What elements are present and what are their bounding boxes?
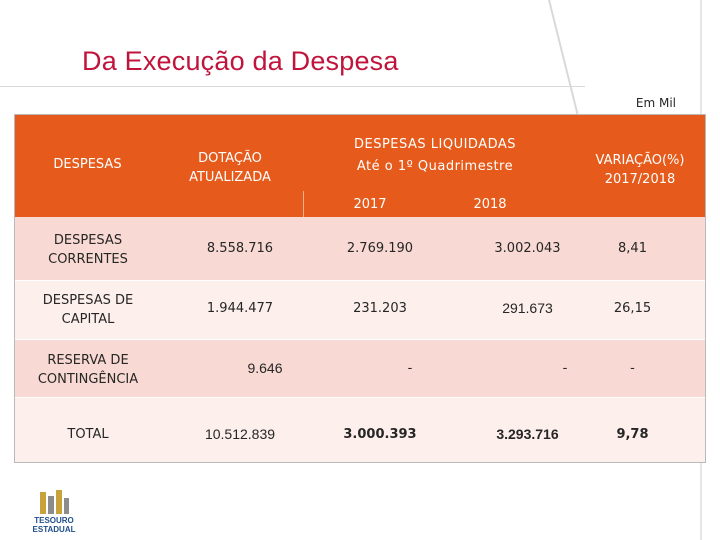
cell-dotacao: 10.512.839	[204, 426, 276, 442]
logo-text-line1: TESOURO	[34, 516, 74, 525]
title-underline	[0, 86, 585, 87]
cell-variacao: -	[630, 361, 635, 376]
cell-2018: 3.002.043	[494, 241, 561, 256]
cell-2017: 2.769.190	[346, 241, 414, 256]
table-row: DESPESAS CORRENTES 8.558.716 2.769.190 3…	[15, 217, 705, 280]
cell-dotacao: 9.646	[247, 360, 283, 376]
row-label-line1: DESPESAS	[53, 233, 123, 248]
cell-variacao: 8,41	[618, 241, 647, 256]
cell-2017: 231.203	[353, 301, 407, 316]
cell-2017: 3.000.393	[343, 427, 417, 442]
table-header: DESPESAS DOTAÇÃO ATUALIZADA DESPESAS LIQ…	[15, 115, 705, 217]
header-year-2017: 2017	[353, 197, 387, 212]
header-year-2018: 2018	[473, 197, 507, 212]
unit-label: Em Mil	[635, 96, 676, 110]
header-despesas: DESPESAS	[53, 157, 122, 172]
row-label-line1: DESPESAS DE	[42, 293, 134, 308]
row-label: DESPESAS CORRENTES	[19, 231, 157, 269]
table-row: RESERVA DE CONTINGÊNCIA 9.646 - - -	[15, 340, 705, 397]
row-divider	[15, 339, 705, 340]
row-label-line1: TOTAL	[67, 427, 109, 442]
table-row: DESPESAS DE CAPITAL 1.944.477 231.203 29…	[15, 281, 705, 339]
header-liquidadas-line1: DESPESAS LIQUIDADAS	[353, 137, 517, 152]
row-divider	[15, 280, 705, 281]
header-variacao-line2: 2017/2018	[604, 172, 676, 187]
header-divider	[303, 191, 304, 217]
row-label: TOTAL	[19, 425, 157, 444]
row-label-line2: CORRENTES	[48, 252, 128, 267]
cell-variacao: 26,15	[613, 301, 652, 316]
row-label-line2: CAPITAL	[61, 312, 115, 327]
row-label-line1: RESERVA DE	[47, 353, 129, 368]
row-label: DESPESAS DE CAPITAL	[19, 291, 157, 329]
header-variacao: VARIAÇÃO(%) 2017/2018	[575, 151, 705, 189]
header-dotacao: DOTAÇÃO ATUALIZADA	[165, 149, 295, 187]
logo-text-line2: ESTADUAL	[33, 525, 76, 534]
cell-2018: 291.673	[502, 300, 553, 316]
table-row: TOTAL 10.512.839 3.000.393 3.293.716 9,7…	[15, 398, 705, 462]
cell-variacao: 9,78	[616, 427, 649, 442]
row-divider	[15, 397, 705, 398]
header-liquidadas-line2: Até o 1º Quadrimestre	[356, 159, 514, 174]
cell-dotacao: 1.944.477	[206, 301, 274, 316]
row-label: RESERVA DE CONTINGÊNCIA	[19, 351, 157, 389]
cell-2018: 3.293.716	[496, 426, 559, 442]
slide-title: Da Execução da Despesa	[82, 46, 399, 76]
expense-table: DESPESAS DOTAÇÃO ATUALIZADA DESPESAS LIQ…	[14, 114, 706, 463]
tesouro-estadual-logo: TESOURO ESTADUAL	[33, 490, 76, 534]
cell-2017: -	[407, 361, 413, 376]
header-variacao-line1: VARIAÇÃO(%)	[595, 153, 685, 168]
header-dotacao-text: DOTAÇÃO ATUALIZADA	[189, 151, 271, 185]
cell-2018: -	[562, 361, 568, 376]
row-label-line2: CONTINGÊNCIA	[37, 372, 139, 387]
header-liquidadas: DESPESAS LIQUIDADAS Até o 1º Quadrimestr…	[315, 135, 555, 176]
cell-dotacao: 8.558.716	[206, 241, 274, 256]
